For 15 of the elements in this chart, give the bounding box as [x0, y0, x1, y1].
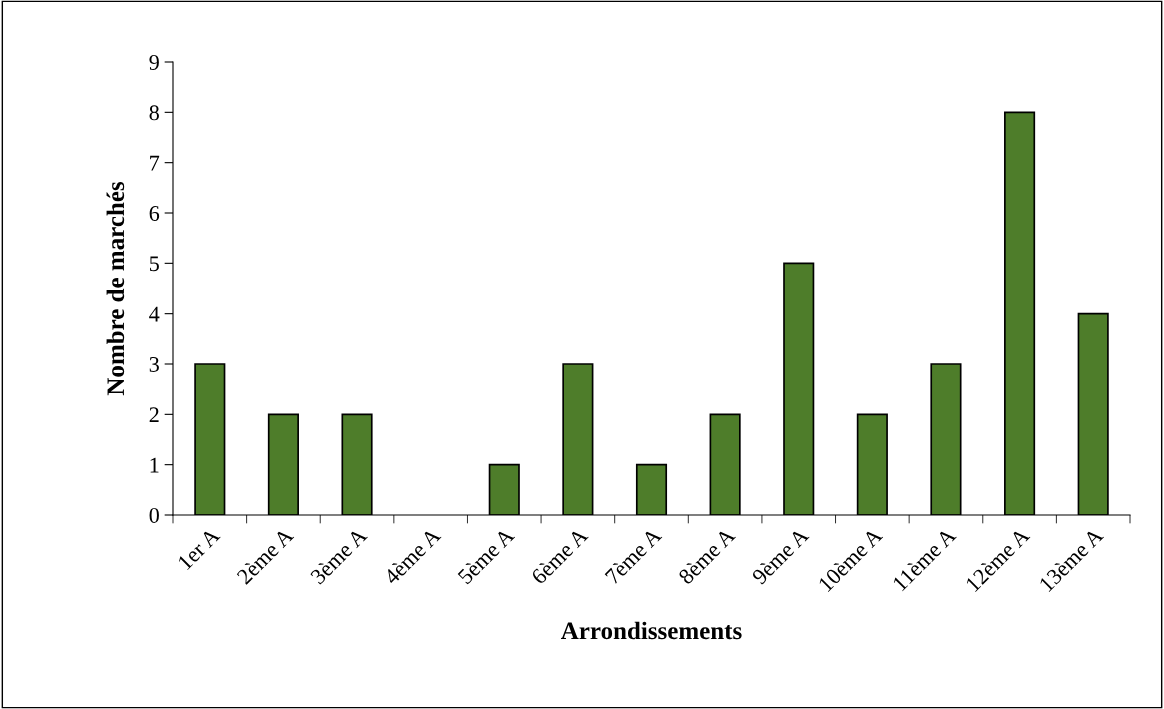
x-axis-title: Arrondissements [561, 621, 742, 640]
y-tick-label: 5 [149, 256, 159, 272]
x-tick-label: 6ème A [530, 526, 589, 585]
y-tick-label: 7 [150, 155, 160, 171]
y-axis-title: Nombre de marchés [106, 181, 125, 396]
y-tick-label: 8 [149, 105, 159, 121]
y-tick-label: 4 [149, 306, 160, 322]
y-tick-label: 1 [150, 457, 159, 473]
x-tick-label: 1er A [177, 526, 221, 571]
y-tick-label: 3 [149, 356, 159, 372]
y-tick-label: 0 [149, 507, 159, 523]
y-tick-label: 9 [149, 54, 159, 70]
y-tick-label: 6 [149, 205, 160, 221]
y-tick-label: 2 [149, 407, 159, 423]
x-tick-label: 4ème A [382, 526, 442, 586]
